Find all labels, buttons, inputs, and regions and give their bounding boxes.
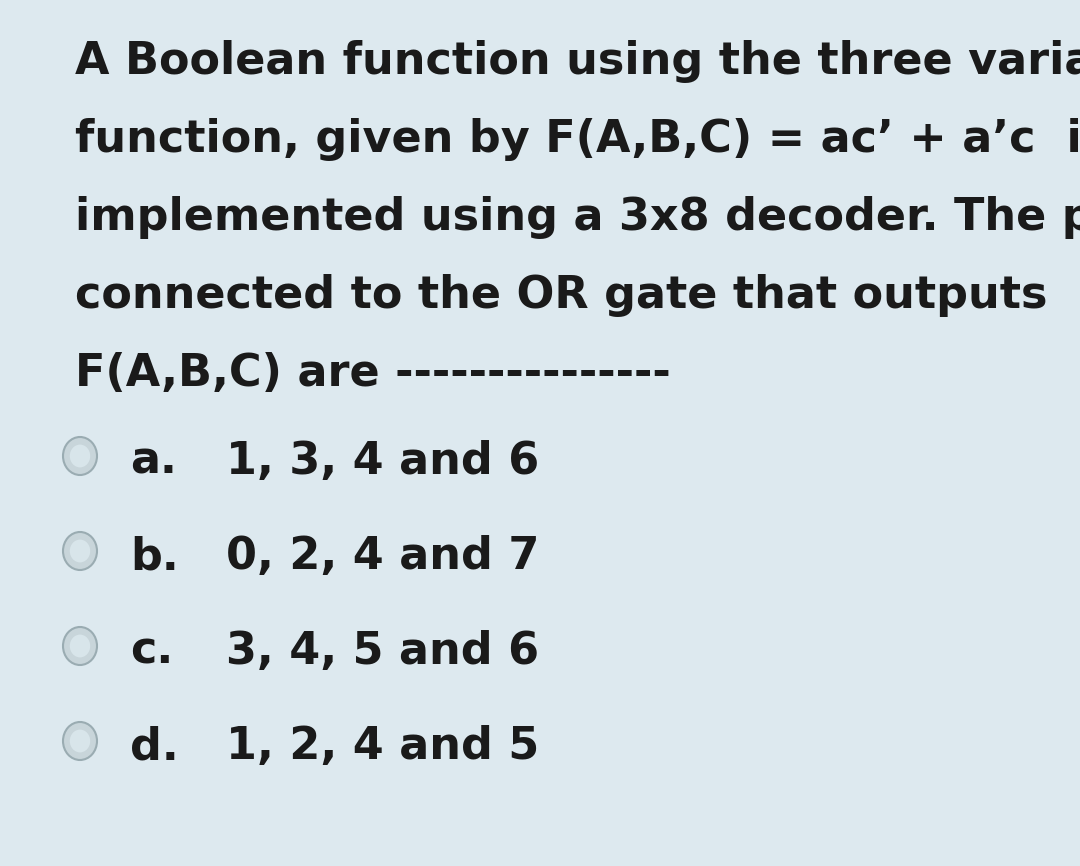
Ellipse shape [70,444,91,468]
Ellipse shape [70,729,91,753]
Text: d.: d. [130,725,179,768]
Text: F(A,B,C) are ---------------: F(A,B,C) are --------------- [75,352,671,395]
Text: function, given by F(A,B,C) = ac’ + a’c  is: function, given by F(A,B,C) = ac’ + a’c … [75,118,1080,161]
Text: A Boolean function using the three variables: A Boolean function using the three varia… [75,40,1080,83]
Ellipse shape [63,437,97,475]
Text: 1, 3, 4 and 6: 1, 3, 4 and 6 [195,440,539,483]
Text: 0, 2, 4 and 7: 0, 2, 4 and 7 [195,535,539,578]
Text: b.: b. [130,535,179,578]
Ellipse shape [70,635,91,657]
Ellipse shape [63,722,97,760]
Text: 3, 4, 5 and 6: 3, 4, 5 and 6 [195,630,539,673]
Ellipse shape [63,532,97,570]
Ellipse shape [70,540,91,562]
Text: 1, 2, 4 and 5: 1, 2, 4 and 5 [195,725,539,768]
Text: connected to the OR gate that outputs: connected to the OR gate that outputs [75,274,1048,317]
Text: implemented using a 3x8 decoder. The pins: implemented using a 3x8 decoder. The pin… [75,196,1080,239]
Ellipse shape [63,627,97,665]
Text: c.: c. [130,630,173,673]
Text: a.: a. [130,440,177,483]
